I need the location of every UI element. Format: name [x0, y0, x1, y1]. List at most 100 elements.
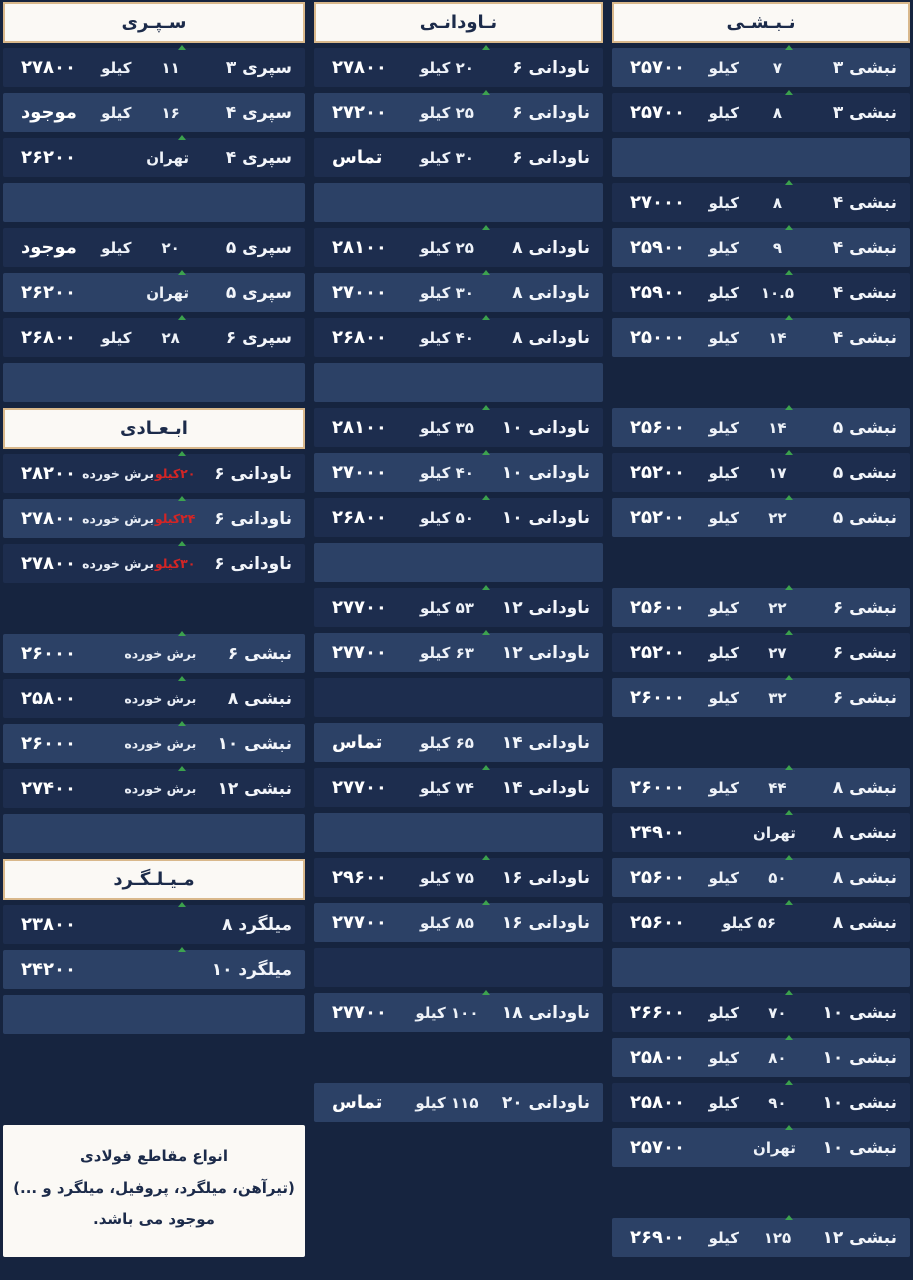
price-up-tick-icon [481, 450, 490, 455]
section-header: سـپـری [3, 2, 305, 43]
product-name: نبشی ۱۲ [217, 778, 292, 799]
product-name: ناودانی ۶ [512, 57, 591, 78]
price-value: ۲۴۹۰۰ [630, 822, 685, 843]
price-value: موجود [21, 237, 77, 258]
weight-value: ۱۰.۵ [760, 283, 794, 302]
price-up-tick-icon [784, 315, 793, 320]
spacer-row [612, 948, 911, 987]
weight-unit: کیلو [708, 193, 739, 212]
weight-unit: کیلو [708, 58, 739, 77]
price-row: نبشی ۸ برش خورده ۲۵۸۰۰ [3, 676, 305, 718]
price-value: ۲۳۸۰۰ [21, 914, 76, 935]
price-row: نبشی ۱۰ برش خورده ۲۶۰۰۰ [3, 721, 305, 763]
product-name: میلگرد ۱۰ [211, 959, 292, 980]
weight-value: ۳۰ کیلو [419, 283, 474, 302]
weight-value: ۲۵ کیلو [419, 238, 474, 257]
price-row: نبشی ۸ ۴۴ کیلو ۲۶۰۰۰ [612, 765, 911, 807]
price-row: نبشی ۱۲ ۱۲۵ کیلو ۲۶۹۰۰ [612, 1215, 911, 1257]
price-up-tick-icon [481, 855, 490, 860]
product-name: نبشی ۱۰ [822, 1002, 898, 1023]
product-name: سپری ۶ [225, 327, 292, 348]
price-value: ۲۶۶۰۰ [630, 1002, 685, 1023]
price-up-tick-icon [784, 810, 793, 815]
price-value: ۲۵۰۰۰ [630, 327, 685, 348]
price-up-tick-icon [784, 675, 793, 680]
spacer-row [313, 543, 604, 582]
product-name: ناودانی ۱۰ [501, 462, 591, 483]
weight-value: ۶۳ کیلو [419, 643, 474, 662]
weight-unit: کیلو [708, 103, 739, 122]
price-value: تماس [331, 147, 383, 168]
price-up-tick-icon [178, 45, 187, 50]
cut-weight-red: ۲۰کیلو [154, 466, 196, 481]
price-value: ۲۵۹۰۰ [630, 237, 685, 258]
weight-value: ۴۴ [768, 778, 787, 797]
cut-note: برش خورده [82, 466, 155, 481]
spacer-row [3, 363, 305, 402]
price-value: ۲۷۴۰۰ [21, 778, 76, 799]
price-value: ۲۵۶۰۰ [630, 417, 685, 438]
price-up-tick-icon [178, 541, 187, 546]
price-up-tick-icon [784, 180, 793, 185]
weight-unit: کیلو [708, 508, 739, 527]
weight-unit: کیلو [708, 1003, 739, 1022]
weight-value: ۸ [772, 103, 782, 122]
price-row: ناودانی ۱۴ ۶۵ کیلو تماس [313, 723, 604, 762]
product-name: ناودانی ۱۰ [501, 417, 591, 438]
spacer-row [612, 1173, 910, 1212]
product-name: ناودانی ۱۴ [501, 777, 591, 798]
section-header-label: مـیـلـگـرد [113, 869, 195, 890]
spacer-row [313, 183, 604, 222]
price-row: نبشی ۴ ۹ کیلو ۲۵۹۰۰ [612, 225, 911, 267]
weight-unit: کیلو [708, 868, 739, 887]
price-value: ۲۶۰۰۰ [21, 643, 76, 664]
product-name: ناودانی ۶ [512, 102, 591, 123]
price-row: نبشی ۴ ۱۴ کیلو ۲۵۰۰۰ [612, 315, 911, 357]
price-up-tick-icon [481, 585, 490, 590]
price-up-tick-icon [784, 405, 793, 410]
price-row: نبشی ۵ ۱۴ کیلو ۲۵۶۰۰ [612, 405, 911, 447]
info-line: انواع مقاطع فولادی [80, 1147, 228, 1165]
price-row: ناودانی ۶ ۳۰کیلو برش خورده ۲۷۸۰۰ [3, 541, 305, 583]
weight-value: ۹ [772, 238, 782, 257]
product-name: نبشی ۴ [832, 192, 898, 213]
section-header: ابـعـادی [3, 408, 305, 449]
price-row: سپری ۵ تهران ۲۶۲۰۰ [3, 270, 305, 312]
weight-unit: کیلو [708, 283, 739, 302]
product-name: ناودانی ۱۰ [501, 507, 591, 528]
product-name: ناودانی ۶ [512, 147, 591, 168]
spacer-row [3, 814, 305, 853]
price-value: ۲۵۷۰۰ [630, 102, 685, 123]
weight-value: ۴۰ کیلو [419, 463, 474, 482]
product-name: ناودانی ۲۰ [501, 1092, 591, 1113]
product-name: نبشی ۴ [832, 237, 898, 258]
weight-value: ۱۲۵ [763, 1228, 792, 1247]
weight-unit: کیلو [708, 598, 739, 617]
price-value: ۲۵۶۰۰ [630, 912, 685, 933]
price-value: ۲۸۲۰۰ [21, 463, 76, 484]
product-name: ناودانی ۱۶ [501, 912, 591, 933]
price-value: ۲۷۷۰۰ [331, 597, 387, 618]
weight-value: ۱۴ [768, 328, 787, 347]
weight-value: ۱۱۵ کیلو [415, 1093, 479, 1112]
spacer-row [3, 1040, 305, 1079]
cut-note: برش خورده [124, 736, 197, 751]
price-up-tick-icon [784, 90, 793, 95]
price-up-tick-icon [784, 1035, 793, 1040]
product-name: سپری ۴ [225, 102, 292, 123]
price-up-tick-icon [178, 496, 187, 501]
spacer-row [313, 363, 604, 402]
product-name: نبشی ۱۰ [822, 1047, 898, 1068]
weight-unit: کیلو [101, 328, 132, 347]
weight-unit: کیلو [101, 58, 132, 77]
price-row: ناودانی ۶ ۲۰کیلو برش خورده ۲۸۲۰۰ [3, 451, 305, 493]
column-sepri-abadi-milgerd: سـپـری سپری ۳ ۱۱ کیلو ۲۷۸۰۰ سپری ۴ ۱۶ کیلو موجود… [3, 2, 305, 1263]
cut-weight-red: ۳۰کیلو [154, 556, 196, 571]
spacer-row [612, 543, 910, 582]
price-up-tick-icon [481, 45, 490, 50]
price-up-tick-icon [481, 765, 490, 770]
price-up-tick-icon [784, 585, 793, 590]
weight-value: ۲۰ کیلو [419, 58, 474, 77]
price-row: ناودانی ۱۰ ۴۰ کیلو ۲۷۰۰۰ [313, 450, 604, 492]
weight-unit: کیلو [708, 1048, 739, 1067]
